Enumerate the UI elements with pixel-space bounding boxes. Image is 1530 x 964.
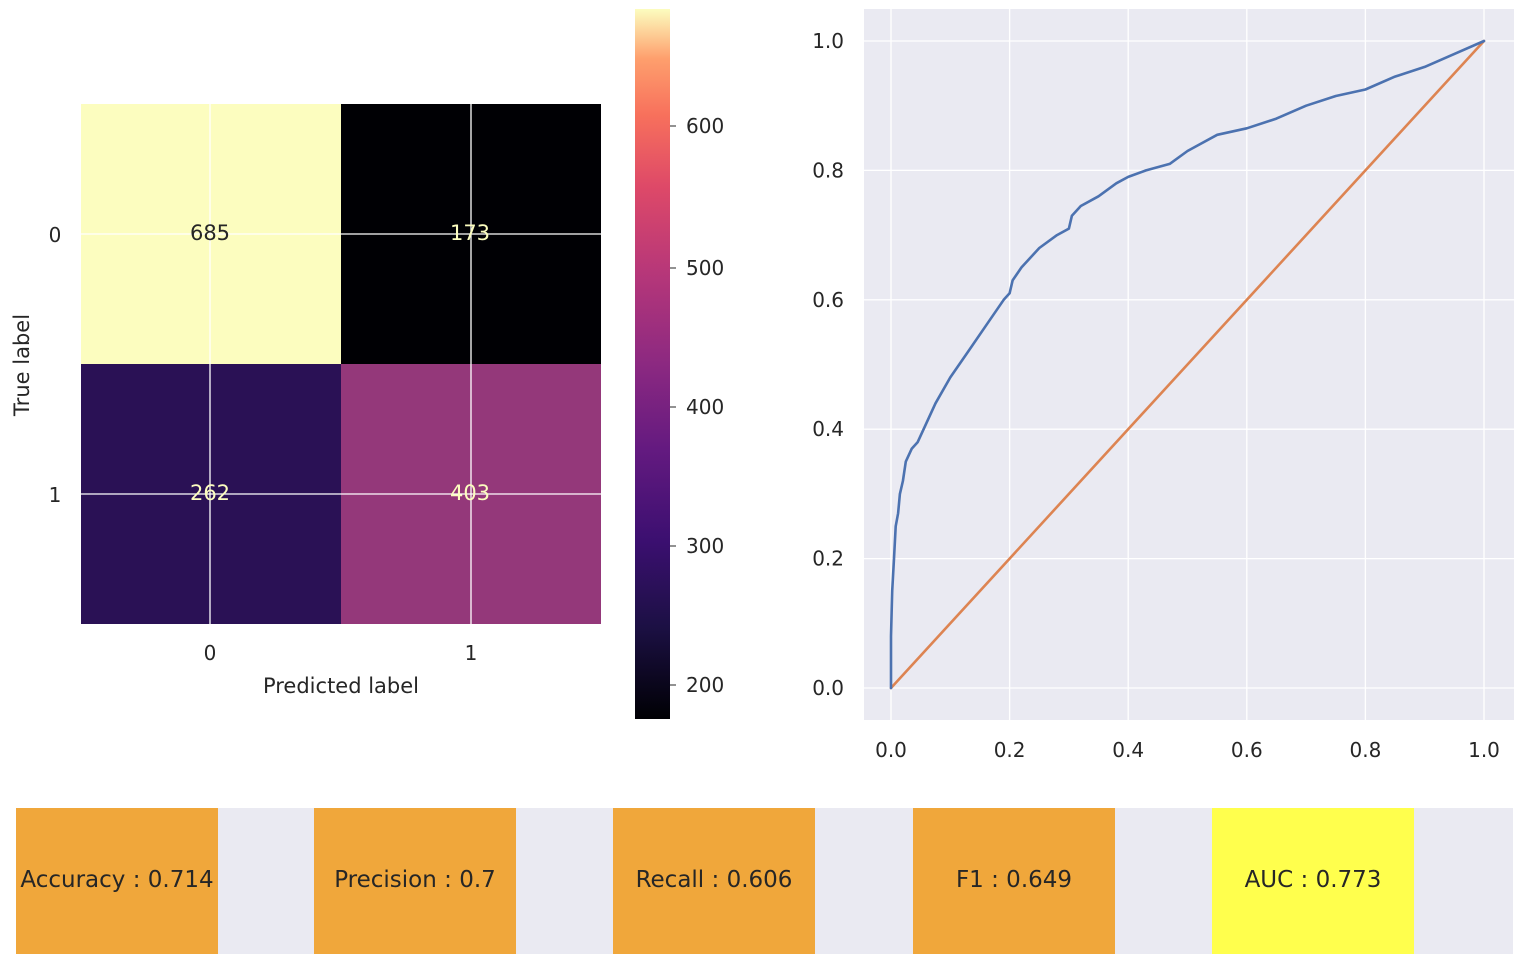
roc-y-tick-label: 0.8 bbox=[812, 158, 844, 182]
metric-auc: AUC : 0.773 bbox=[1212, 808, 1414, 954]
colorbar bbox=[635, 9, 670, 719]
cm-value-1-1: 403 bbox=[450, 481, 490, 505]
metric-accuracy: Accuracy : 0.714 bbox=[16, 808, 218, 954]
roc-lines bbox=[889, 39, 1486, 690]
colorbar-tick-400: 400 bbox=[686, 395, 724, 419]
colorbar-tick-200: 200 bbox=[686, 673, 724, 697]
colorbar-tick-300: 300 bbox=[686, 534, 724, 558]
roc-tick-labels: 0.0 0.2 0.4 0.6 0.8 1.0 0.0 0.2 0.4 0.6 0.8 1.0 bbox=[812, 29, 1500, 762]
roc-x-tick-label: 0.0 bbox=[875, 738, 907, 762]
metric-f1-label: F1 : 0.649 bbox=[955, 867, 1073, 893]
confusion-matrix-chart: 685 173 262 403 0 1 0 1 Predicted label … bbox=[10, 9, 724, 719]
roc-x-tick-label: 1.0 bbox=[1468, 738, 1500, 762]
colorbar-tick-600: 600 bbox=[686, 114, 724, 138]
colorbar-tick-500: 500 bbox=[686, 256, 724, 280]
cm-y-tick-0: 0 bbox=[49, 223, 62, 247]
metric-recall-label: Recall : 0.606 bbox=[635, 867, 793, 893]
roc-y-tick-label: 0.4 bbox=[812, 417, 844, 441]
cm-xlabel: Predicted label bbox=[263, 674, 419, 698]
metric-accuracy-label: Accuracy : 0.714 bbox=[20, 867, 214, 893]
metric-f1: F1 : 0.649 bbox=[913, 808, 1115, 954]
cm-x-tick-1: 1 bbox=[465, 641, 478, 665]
metric-precision-label: Precision : 0.7 bbox=[334, 867, 496, 893]
colorbar-ticks: 200 300 400 500 600 bbox=[670, 114, 724, 697]
roc-x-tick-label: 0.6 bbox=[1231, 738, 1263, 762]
cm-value-1-0: 262 bbox=[190, 481, 230, 505]
metric-auc-label: AUC : 0.773 bbox=[1244, 867, 1382, 893]
roc-x-tick-label: 0.2 bbox=[994, 738, 1026, 762]
roc-x-tick-label: 0.4 bbox=[1112, 738, 1144, 762]
metrics-strip: Accuracy : 0.714 Precision : 0.7 Recall … bbox=[16, 808, 1513, 954]
roc-y-tick-label: 0.0 bbox=[812, 676, 844, 700]
roc-x-tick-label: 0.8 bbox=[1349, 738, 1381, 762]
roc-y-tick-label: 0.2 bbox=[812, 547, 844, 571]
cm-x-tick-0: 0 bbox=[204, 641, 217, 665]
cm-y-tick-1: 1 bbox=[49, 483, 62, 507]
metric-recall: Recall : 0.606 bbox=[613, 808, 815, 954]
metric-precision: Precision : 0.7 bbox=[314, 808, 516, 954]
cm-value-0-1: 173 bbox=[450, 221, 490, 245]
cm-ylabel: True label bbox=[10, 314, 34, 417]
roc-curve-chart: 0.0 0.2 0.4 0.6 0.8 1.0 0.0 0.2 0.4 0.6 0.8 1.0 bbox=[812, 9, 1514, 762]
roc-y-tick-label: 0.6 bbox=[812, 288, 844, 312]
roc-curve-line bbox=[889, 39, 1486, 690]
roc-y-tick-label: 1.0 bbox=[812, 29, 844, 53]
cm-value-0-0: 685 bbox=[190, 221, 230, 245]
chance-diagonal-line bbox=[889, 39, 1486, 690]
